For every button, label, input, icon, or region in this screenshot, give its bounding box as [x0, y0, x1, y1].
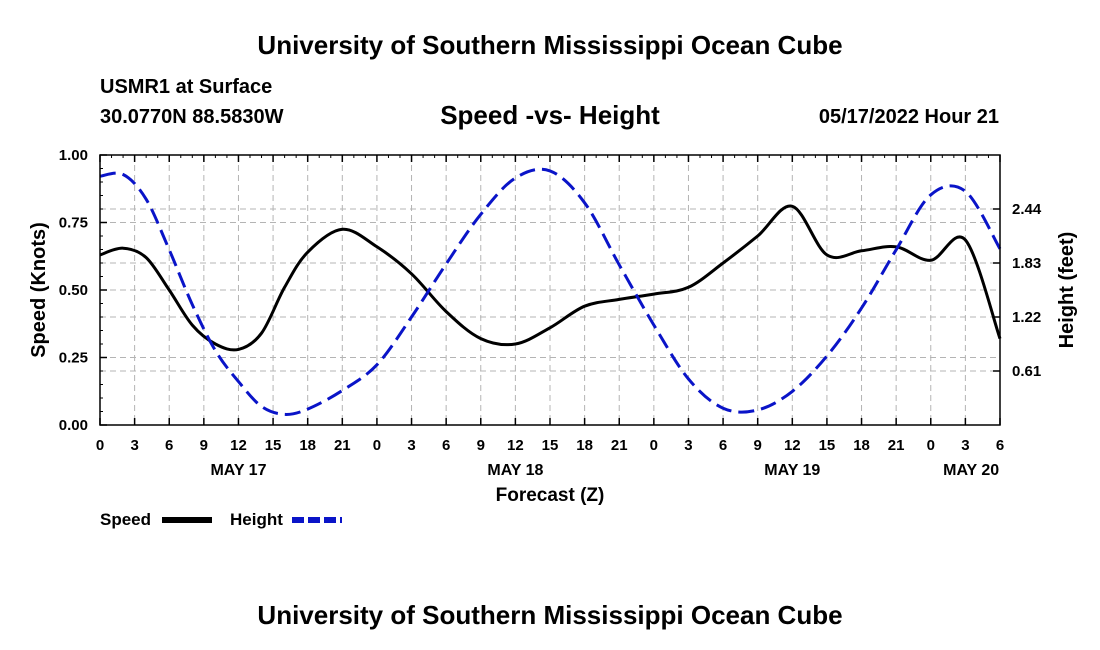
x-tick-label: 21	[611, 437, 628, 454]
legend-label-height: Height	[230, 510, 283, 529]
x-tick-label: 0	[96, 437, 104, 454]
x-axis-title: Forecast (Z)	[496, 485, 605, 506]
x-tick-label: 3	[961, 437, 969, 454]
x-tick-label: 12	[784, 437, 801, 454]
y2-tick-label: 1.22	[1012, 309, 1041, 326]
y2-tick-label: 2.44	[1012, 201, 1042, 218]
x-tick-label: 9	[754, 437, 762, 454]
date-label: MAY 17	[210, 462, 266, 479]
x-tick-label: 6	[442, 437, 450, 454]
x-tick-label: 12	[230, 437, 247, 454]
legend: Speed Height	[100, 510, 342, 529]
y-tick-label: 0.25	[59, 350, 88, 367]
x-tick-label: 12	[507, 437, 524, 454]
legend-label-speed: Speed	[100, 510, 151, 529]
y-tick-label: 1.00	[59, 147, 88, 164]
axes: 0 3 6 9 12 15 18 21 0 3 6 9 12 15 18 21 0 3 6 9 12 15 18 21 0 3 6 M…	[59, 147, 1042, 479]
y2-tick-label: 0.61	[1012, 363, 1041, 380]
date-label: MAY 20	[943, 462, 999, 479]
x-tick-label: 3	[684, 437, 692, 454]
x-tick-label: 6	[719, 437, 727, 454]
x-tick-label: 9	[477, 437, 485, 454]
x-tick-label: 0	[373, 437, 381, 454]
x-tick-label: 9	[200, 437, 208, 454]
x-tick-label: 18	[299, 437, 316, 454]
date-label: MAY 19	[764, 462, 820, 479]
x-tick-label: 3	[407, 437, 415, 454]
y-tick-label: 0.75	[59, 215, 88, 232]
x-tick-label: 15	[819, 437, 836, 454]
date-label: MAY 18	[487, 462, 543, 479]
y2-axis-title: Height (feet)	[1056, 232, 1078, 349]
top-title: University of Southern Mississippi Ocean…	[257, 30, 843, 60]
x-tick-label: 21	[888, 437, 905, 454]
y2-tick-label: 1.83	[1012, 255, 1041, 272]
series-line-height	[99, 167, 1002, 416]
station-location: 30.0770N 88.5830W	[100, 106, 284, 128]
x-tick-label: 0	[650, 437, 658, 454]
x-tick-label: 21	[334, 437, 351, 454]
y-axis-title: Speed (Knots)	[28, 222, 50, 358]
station-name: USMR1 at Surface	[100, 76, 273, 98]
speed-height-chart: 0 3 6 9 12 15 18 21 0 3 6 9 12 15 18 21 0 3 6 9 12 15 18 21 0 3 6 M…	[28, 147, 1078, 529]
x-tick-label: 0	[927, 437, 935, 454]
y-tick-label: 0.00	[59, 417, 88, 434]
series-line-speed	[99, 204, 1002, 352]
x-tick-label: 3	[130, 437, 138, 454]
forecast-timestamp: 05/17/2022 Hour 21	[818, 106, 999, 128]
x-tick-label: 18	[853, 437, 870, 454]
x-tick-label: 15	[542, 437, 559, 454]
x-tick-label: 18	[576, 437, 593, 454]
bottom-title: University of Southern Mississippi Ocean…	[257, 600, 843, 630]
x-tick-label: 15	[265, 437, 282, 454]
grid	[100, 155, 1000, 425]
x-tick-label: 6	[165, 437, 173, 454]
y-tick-label: 0.50	[59, 282, 88, 299]
chart-title: Speed -vs- Height	[440, 100, 660, 130]
series-layer	[99, 167, 1002, 416]
x-tick-label: 6	[996, 437, 1004, 454]
